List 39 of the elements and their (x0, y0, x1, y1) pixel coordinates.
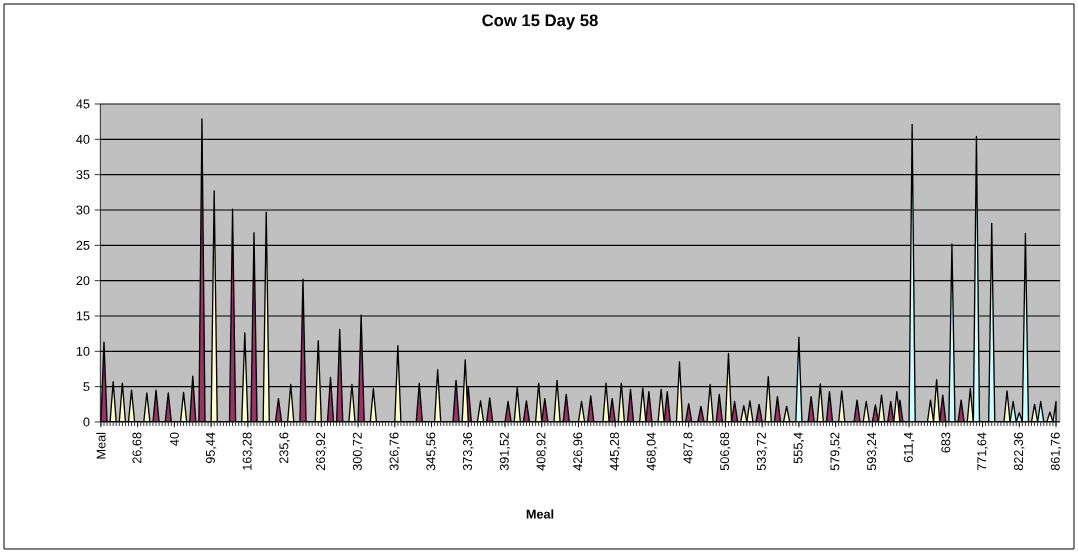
y-tick-label: 40 (76, 134, 90, 144)
x-tick-label: 163,28 (242, 432, 254, 470)
y-tick-label: 30 (76, 205, 90, 215)
x-tick-label: 40 (169, 432, 179, 446)
x-axis-title: Meal (526, 509, 554, 519)
x-tick-label: 345,56 (426, 432, 437, 471)
x-tick-label: 26,68 (132, 432, 143, 464)
x-tick-label: 506,68 (720, 432, 731, 471)
y-tick-label: 5 (83, 382, 90, 392)
x-tick-label: 408,92 (536, 432, 547, 471)
x-tick-label: 326,76 (389, 432, 401, 471)
x-tick-label: 445,28 (609, 432, 621, 471)
x-tick-label: Meal (96, 432, 106, 459)
y-tick-label: 25 (76, 240, 90, 250)
x-tick-label: 391,52 (499, 432, 511, 471)
x-tick-label: 555,4 (793, 432, 805, 464)
y-tick-label: 35 (76, 170, 90, 180)
x-tick-label: 771,64 (977, 432, 988, 471)
x-tick-label: 822,36 (1014, 432, 1025, 471)
x-tick-label: 487,8 (683, 432, 694, 464)
x-tick-label: 426,96 (573, 432, 584, 471)
x-tick-label: 300,72 (352, 432, 364, 471)
x-tick-label: 533,72 (756, 432, 768, 471)
y-tick-label: 10 (76, 346, 90, 356)
y-tick-label: 45 (76, 99, 90, 109)
y-tick-label: 0 (83, 417, 90, 427)
x-tick-label: 683 (941, 432, 951, 453)
x-tick-label: 468,04 (646, 432, 658, 471)
x-tick-label: 263,92 (316, 432, 327, 471)
x-tick-label: 373,36 (463, 432, 474, 471)
chart-title: Cow 15 Day 58 (482, 14, 598, 30)
x-tick-label: 95,44 (205, 432, 217, 464)
x-tick-label: 611,4 (903, 432, 915, 463)
x-tick-label: 593,24 (867, 432, 878, 471)
x-tick-label: 861,76 (1050, 432, 1062, 471)
x-tick-label: 579,52 (830, 432, 841, 471)
x-tick-label: 235,6 (279, 432, 290, 464)
y-tick-label: 20 (76, 276, 90, 286)
y-tick-label: 15 (76, 311, 90, 321)
